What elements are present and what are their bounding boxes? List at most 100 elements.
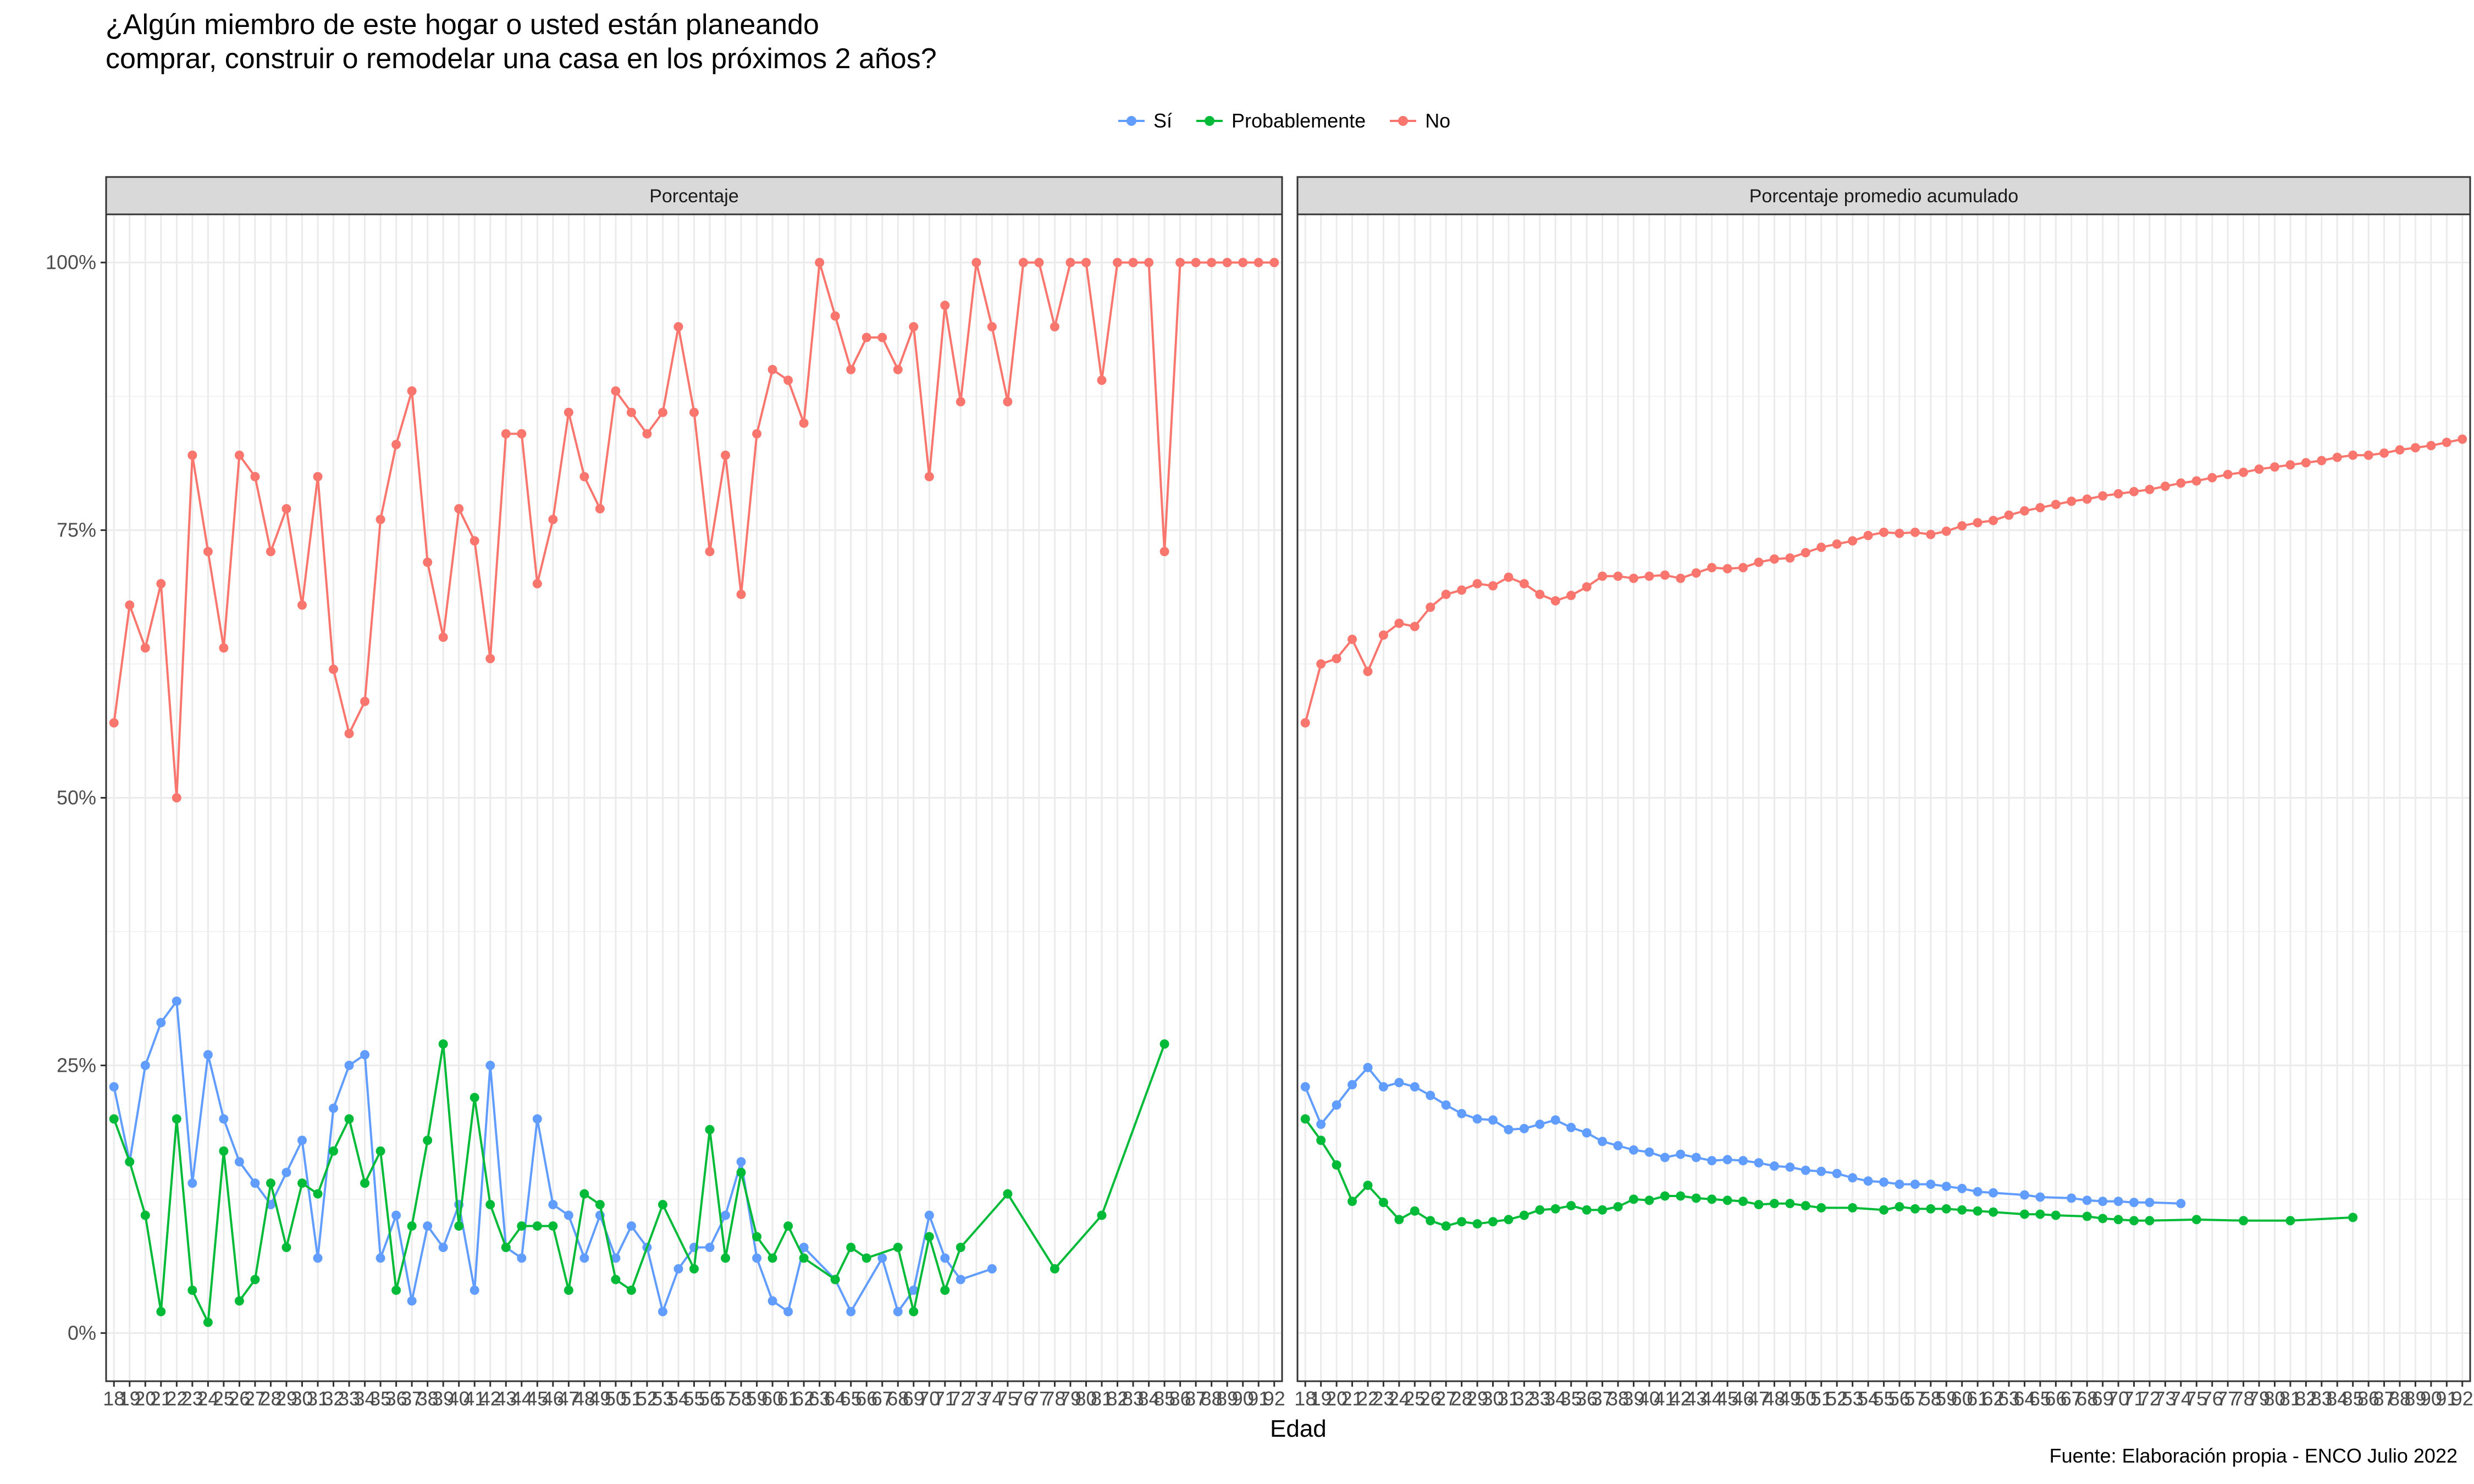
data-point-no-21 <box>1348 634 1357 644</box>
data-point-probablemente-20 <box>140 1210 150 1220</box>
data-point-si-72 <box>956 1275 965 1284</box>
data-point-si-36 <box>391 1210 401 1220</box>
data-point-si-40 <box>1644 1147 1654 1157</box>
data-point-probablemente-59 <box>752 1232 762 1242</box>
x-tick-label-68: 68 <box>887 1387 909 1410</box>
data-point-probablemente-38 <box>1613 1202 1623 1212</box>
data-point-si-37 <box>1598 1137 1608 1147</box>
data-point-probablemente-60 <box>1957 1205 1967 1215</box>
x-tick-label-51: 51 <box>620 1387 642 1410</box>
data-point-no-68 <box>893 364 903 374</box>
x-tick-label-56: 56 <box>1888 1387 1910 1410</box>
x-tick-label-57: 57 <box>1904 1387 1926 1410</box>
data-point-no-71 <box>2129 486 2139 496</box>
x-tick-label-46: 46 <box>1732 1387 1754 1410</box>
data-point-probablemente-47 <box>564 1285 573 1295</box>
data-point-si-56 <box>1895 1180 1904 1189</box>
data-point-no-51 <box>626 407 636 417</box>
x-tick-label-85: 85 <box>1153 1387 1175 1410</box>
data-point-si-28 <box>1457 1109 1467 1118</box>
x-tick-label-75: 75 <box>2185 1387 2207 1410</box>
data-point-no-63 <box>815 258 825 268</box>
x-tick-label-83: 83 <box>1122 1387 1144 1410</box>
data-point-no-25 <box>1410 622 1420 632</box>
data-point-no-35 <box>375 514 385 524</box>
data-point-si-48 <box>1769 1161 1779 1171</box>
data-point-probablemente-75 <box>2191 1215 2201 1225</box>
data-point-no-52 <box>1832 539 1842 549</box>
x-tick-label-73: 73 <box>2154 1387 2176 1410</box>
data-point-no-77 <box>1034 258 1044 268</box>
data-point-si-69 <box>2098 1197 2108 1206</box>
data-point-probablemente-51 <box>1816 1203 1826 1212</box>
x-tick-label-24: 24 <box>1388 1387 1410 1410</box>
x-tick-label-41: 41 <box>1654 1387 1676 1410</box>
x-tick-label-55: 55 <box>683 1387 705 1410</box>
data-point-probablemente-65 <box>846 1243 856 1253</box>
data-point-probablemente-35 <box>1566 1201 1576 1211</box>
x-tick-label-32: 32 <box>323 1387 345 1410</box>
data-point-si-72 <box>2145 1198 2155 1208</box>
data-point-si-38 <box>1613 1141 1623 1151</box>
legend-label-si: Sí <box>1153 109 1173 132</box>
data-point-no-23 <box>1378 630 1388 640</box>
data-point-probablemente-36 <box>1582 1205 1592 1215</box>
data-point-probablemente-78 <box>2239 1216 2249 1226</box>
legend-item-probablemente: Probablemente <box>1194 109 1366 132</box>
data-point-si-61 <box>783 1306 793 1316</box>
data-point-probablemente-71 <box>940 1285 950 1295</box>
data-point-probablemente-25 <box>1410 1206 1420 1216</box>
data-point-probablemente-70 <box>2113 1215 2123 1225</box>
x-tick-label-81: 81 <box>1091 1387 1113 1410</box>
data-point-no-46 <box>1738 563 1748 573</box>
x-tick-label-35: 35 <box>369 1387 391 1410</box>
data-point-si-36 <box>1582 1128 1592 1138</box>
x-tick-label-19: 19 <box>1310 1387 1332 1410</box>
data-point-probablemente-33 <box>344 1114 354 1124</box>
data-point-si-24 <box>203 1050 213 1060</box>
data-point-probablemente-75 <box>1003 1189 1013 1199</box>
data-point-no-71 <box>940 301 950 311</box>
x-tick-label-85: 85 <box>2342 1387 2364 1410</box>
x-tick-label-36: 36 <box>385 1387 407 1410</box>
x-tick-label-84: 84 <box>2326 1387 2348 1410</box>
data-point-si-26 <box>234 1157 244 1167</box>
data-point-si-69 <box>909 1285 919 1295</box>
data-point-probablemente-45 <box>532 1221 542 1231</box>
data-point-si-44 <box>1707 1156 1717 1166</box>
x-tick-label-64: 64 <box>824 1387 846 1410</box>
data-point-si-51 <box>1816 1166 1826 1176</box>
data-point-no-84 <box>2332 452 2342 462</box>
x-tick-label-42: 42 <box>1670 1387 1692 1410</box>
data-point-si-54 <box>673 1264 683 1273</box>
data-point-probablemente-26 <box>234 1296 244 1306</box>
x-tick-label-54: 54 <box>1857 1387 1879 1410</box>
legend-label-probablemente: Probablemente <box>1232 109 1366 132</box>
data-point-probablemente-58 <box>1926 1204 1936 1214</box>
data-point-si-34 <box>360 1050 370 1060</box>
data-point-no-73 <box>971 258 981 268</box>
x-tick-label-19: 19 <box>119 1387 141 1410</box>
data-point-probablemente-71 <box>2129 1216 2139 1226</box>
data-point-si-44 <box>517 1253 527 1263</box>
data-point-probablemente-43 <box>501 1243 511 1253</box>
data-point-no-87 <box>2379 448 2389 458</box>
x-tick-label-25: 25 <box>213 1387 235 1410</box>
x-tick-label-40: 40 <box>1638 1387 1660 1410</box>
data-point-no-45 <box>532 579 542 589</box>
data-point-no-46 <box>548 514 558 524</box>
data-point-no-79 <box>1065 258 1075 268</box>
data-point-si-58 <box>1926 1180 1936 1189</box>
data-point-probablemente-34 <box>360 1178 370 1188</box>
data-point-no-72 <box>956 397 965 407</box>
x-tick-label-64: 64 <box>2013 1387 2035 1410</box>
data-point-no-43 <box>501 429 511 439</box>
x-tick-label-86: 86 <box>2357 1387 2379 1410</box>
data-point-no-39 <box>438 632 448 642</box>
data-point-si-32 <box>329 1103 339 1113</box>
data-point-si-68 <box>893 1306 903 1316</box>
data-point-no-63 <box>2004 510 2014 520</box>
data-point-probablemente-41 <box>1660 1191 1670 1201</box>
data-point-no-81 <box>1097 375 1107 385</box>
x-tick-label-58: 58 <box>730 1387 752 1410</box>
